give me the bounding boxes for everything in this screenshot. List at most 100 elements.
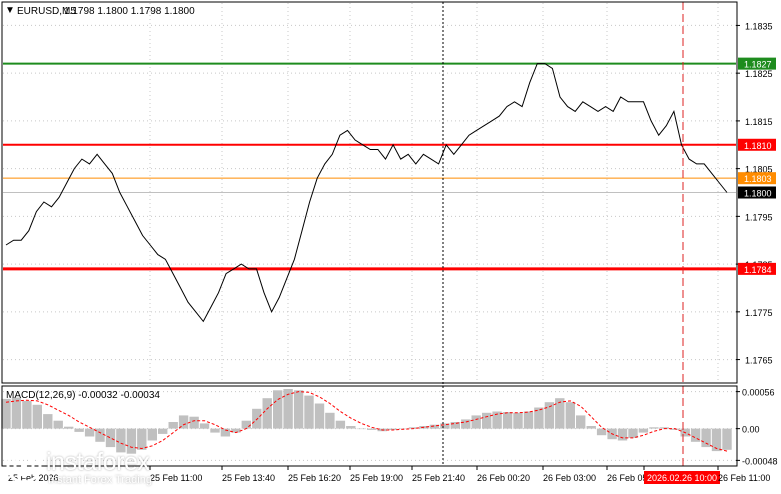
macd-bar	[638, 428, 649, 433]
macd-bar	[241, 420, 251, 429]
macd-bar	[565, 402, 575, 429]
macd-bar	[304, 395, 314, 429]
logo-brand-text: instaforex	[46, 448, 150, 476]
macd-tick-label: 0.00	[742, 425, 760, 435]
price-tick-label: 1.1795	[745, 212, 773, 222]
macd-bar	[262, 398, 272, 429]
macd-bar	[335, 420, 346, 429]
time-highlight-bg	[644, 471, 720, 484]
macd-bar	[596, 428, 607, 436]
macd-bar	[461, 419, 471, 429]
level-tag-bg	[738, 262, 776, 275]
macd-bar	[126, 428, 137, 454]
time-tick-label: 26 Feb 05:40	[607, 473, 660, 483]
macd-bar	[722, 428, 732, 450]
time-tick-label: 25 Feb 16:20	[288, 473, 341, 483]
macd-bar	[116, 428, 126, 453]
macd-bar	[11, 397, 22, 429]
price-tick-label: 1.1825	[745, 69, 773, 79]
macd-bar	[711, 428, 722, 452]
macd-bar	[64, 426, 74, 429]
macd-bar	[95, 428, 105, 442]
macd-bar	[283, 389, 293, 429]
level-tag-label: 1.1784	[744, 265, 772, 275]
macd-bar	[628, 428, 638, 438]
macd-bar	[367, 428, 377, 430]
logo-tagline: Instant Forex Trading	[48, 474, 152, 486]
macd-bar	[544, 402, 555, 429]
macd-bar	[670, 428, 680, 430]
macd-bar	[84, 428, 95, 437]
macd-bar	[346, 426, 356, 429]
macd-bar	[210, 428, 220, 433]
macd-bar	[74, 428, 84, 432]
chart-symbol: EURUSD,M5	[17, 6, 76, 17]
chart-ohlc: 1.1798 1.1800 1.1798 1.1800	[64, 6, 195, 17]
macd-axis: 0.00056 0.00 -0.00048	[736, 388, 778, 466]
instaforex-logo: instaforex Instant Forex Trading	[6, 446, 196, 486]
macd-bar	[576, 415, 586, 429]
macd-bar	[168, 422, 178, 429]
macd-bar	[523, 411, 534, 429]
macd-bar	[178, 415, 189, 429]
price-tick-label: 1.1815	[745, 117, 773, 127]
macd-bar	[440, 423, 450, 429]
macd-bar	[43, 414, 53, 429]
instaforex-logo-icon	[6, 448, 42, 484]
level-tag-bg	[738, 57, 776, 70]
macd-bar	[534, 407, 544, 429]
macd-bar	[147, 428, 157, 441]
macd-bar	[482, 412, 492, 429]
symbol-arrow-icon[interactable]: ▼	[5, 5, 15, 16]
level-tag-bg	[738, 172, 776, 185]
macd-bar	[199, 423, 210, 429]
macd-tick-label: 0.00056	[742, 388, 775, 398]
macd-bar	[690, 428, 701, 442]
level-tag-label: 1.1803	[744, 174, 772, 184]
macd-bar	[586, 426, 596, 429]
price-level-tags: 1.1827 1.1810 1.1803 1.1800 1.1784	[738, 57, 776, 275]
macd-bar	[314, 403, 325, 429]
level-tag-bg	[738, 186, 776, 199]
macd-bar	[408, 427, 419, 429]
time-highlight-label: 2026.02.26 10:00	[647, 473, 717, 483]
macd-bar	[105, 428, 116, 448]
macd-bar	[429, 424, 440, 429]
macd-bar	[649, 427, 659, 429]
price-levels	[3, 62, 736, 271]
macd-bar	[387, 428, 398, 430]
macd-bar	[356, 428, 366, 430]
main-panel-frame	[1, 1, 738, 384]
time-tick-label: 25 Feb 13:40	[222, 473, 275, 483]
macd-bar	[273, 390, 283, 429]
time-tick-label: 26 Feb 11:00	[718, 473, 770, 483]
price-tick-label: 1.1765	[745, 356, 773, 366]
time-tick-label: 25 Feb 11:00	[150, 473, 202, 483]
macd-bar	[158, 428, 168, 434]
macd-bar	[22, 400, 32, 429]
macd-bar	[231, 428, 241, 433]
macd-bar	[701, 428, 711, 448]
macd-title: MACD(12,26,9) -0.00032 -0.00034	[6, 390, 160, 401]
level-tag-label: 1.1810	[744, 141, 772, 151]
time-tick-label: 25 Feb 21:40	[412, 473, 465, 483]
macd-bar	[32, 404, 42, 429]
time-tick-label: 25 Feb 19:00	[350, 473, 403, 483]
level-tag-label: 1.1827	[744, 60, 772, 70]
price-tick-label: 1.1805	[745, 165, 773, 175]
macd-bar	[502, 412, 513, 429]
macd-bar	[492, 411, 502, 429]
price-tick-label: 1.1775	[745, 308, 773, 318]
level-tag-label: 1.1800	[744, 189, 772, 199]
macd-bar	[1, 398, 11, 429]
time-tick-label: 26 Feb 03:00	[543, 473, 596, 483]
price-line	[5, 63, 728, 323]
level-tag-bg	[738, 138, 776, 151]
macd-bar	[659, 427, 669, 429]
macd-bar	[617, 428, 628, 441]
price-tick-label: 1.1835	[745, 21, 773, 31]
macd-bar	[293, 390, 304, 429]
